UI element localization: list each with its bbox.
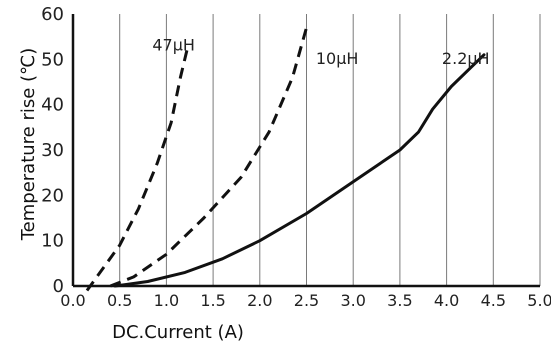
y-tick-label: 60 bbox=[41, 4, 64, 25]
x-tick-label: 3.5 bbox=[387, 291, 412, 310]
x-tick-label: 1.5 bbox=[200, 291, 225, 310]
x-tick-label: 2.5 bbox=[294, 291, 319, 310]
x-tick-label: 3.0 bbox=[340, 291, 365, 310]
grid-layer bbox=[119, 14, 541, 286]
series-line-3 bbox=[113, 53, 486, 288]
y-tick-label: 20 bbox=[41, 185, 64, 206]
series-label-1: 47μH bbox=[152, 35, 195, 54]
x-tick-label: 4.5 bbox=[481, 291, 506, 310]
x-tick-label: 1.0 bbox=[154, 291, 179, 310]
x-tick-label: 0.0 bbox=[60, 291, 85, 310]
y-tick-label: 0 bbox=[53, 276, 64, 297]
x-tick-label: 5.0 bbox=[527, 291, 551, 310]
y-tick-label: 30 bbox=[41, 140, 64, 161]
y-tick-label: 10 bbox=[41, 231, 64, 252]
x-tick-label: 2.0 bbox=[247, 291, 272, 310]
x-tick-label: 4.0 bbox=[434, 291, 459, 310]
series-label-3: 2.2μH bbox=[442, 49, 490, 68]
axes-layer bbox=[71, 14, 540, 288]
y-tick-label: 40 bbox=[41, 95, 64, 116]
series-line-2 bbox=[109, 27, 308, 288]
series-line-1 bbox=[85, 49, 189, 292]
series-label-2: 10μH bbox=[316, 49, 359, 68]
series-layer bbox=[85, 27, 486, 292]
y-axis-title: Temperature rise (℃) bbox=[18, 48, 39, 242]
labels-layer: 0.0 0.5 1.0 1.5 2.0 2.5 3.0 3.5 4.0 4.5 5.0 0 10 20 30… bbox=[41, 4, 551, 310]
x-tick-label: 0.5 bbox=[107, 291, 132, 310]
y-tick-label: 50 bbox=[41, 49, 64, 70]
x-axis-title: DC.Current (A) bbox=[112, 322, 244, 343]
